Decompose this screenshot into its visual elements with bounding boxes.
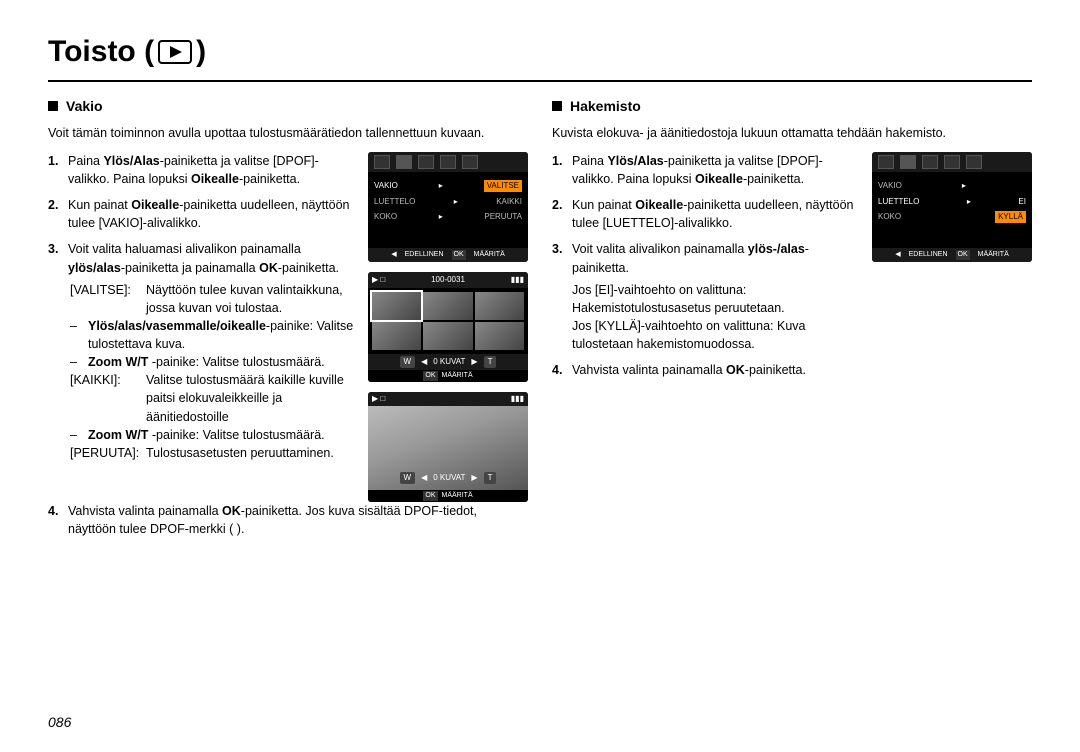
title-text: Toisto ( [48, 30, 154, 74]
section-heading-vakio: Vakio [48, 96, 528, 116]
steps-list-right: 1. Paina Ylös/Alas-painiketta ja valitse… [552, 152, 860, 379]
steps-list: 1. Paina Ylös/Alas-painiketta ja valitse… [48, 152, 358, 462]
step-4: 4. Vahvista valinta painamalla OK-painik… [48, 502, 528, 538]
right-screenshots: VAKIO▸ LUETTELO▸EI KOKOKYLLÄ ◀EDELLINENO… [872, 152, 1032, 387]
intro-text: Voit tämän toiminnon avulla upottaa tulo… [48, 124, 528, 142]
right-column: Hakemisto Kuvista elokuva- ja äänitiedos… [552, 96, 1032, 547]
left-column: Vakio Voit tämän toiminnon avulla upotta… [48, 96, 528, 547]
step-2: 2. Kun painat Oikealle-painiketta uudell… [48, 196, 358, 232]
single-photo-screenshot: ▶ □▮▮▮ W◀0 KUVAT▶T OKMÄÄRITÄ [368, 392, 528, 502]
step-2: 2. Kun painat Oikealle-painiketta uudell… [552, 196, 860, 232]
title-close: ) [196, 30, 206, 74]
play-icon [158, 40, 192, 64]
page-number: 086 [48, 712, 71, 732]
step-1: 1. Paina Ylös/Alas-painiketta ja valitse… [552, 152, 860, 188]
menu-screenshot-2: VAKIO▸ LUETTELO▸EI KOKOKYLLÄ ◀EDELLINENO… [872, 152, 1032, 262]
square-bullet-icon [48, 101, 58, 111]
heading-text: Hakemisto [570, 96, 641, 116]
menu-screenshot-1: VAKIO▸VALITSE LUETTELO▸KAIKKI KOKO▸PERUU… [368, 152, 528, 262]
step-3: 3. Voit valita alivalikon painamalla ylö… [552, 240, 860, 353]
heading-text: Vakio [66, 96, 103, 116]
steps-list-cont: 4. Vahvista valinta painamalla OK-painik… [48, 502, 528, 538]
square-bullet-icon [552, 101, 562, 111]
left-screenshots: VAKIO▸VALITSE LUETTELO▸KAIKKI KOKO▸PERUU… [368, 152, 528, 502]
section-heading-hakemisto: Hakemisto [552, 96, 1032, 116]
thumbnail-screenshot: ▶ □100-0031▮▮▮ W◀0 KUVAT▶T OKMÄÄRITÄ [368, 272, 528, 382]
page-title: Toisto ( ) [48, 30, 1032, 82]
step-3: 3. Voit valita haluamasi alivalikon pain… [48, 240, 358, 462]
intro-text: Kuvista elokuva- ja äänitiedostoja lukuu… [552, 124, 1032, 142]
step-4: 4. Vahvista valinta painamalla OK-painik… [552, 361, 860, 379]
step-1: 1. Paina Ylös/Alas-painiketta ja valitse… [48, 152, 358, 188]
